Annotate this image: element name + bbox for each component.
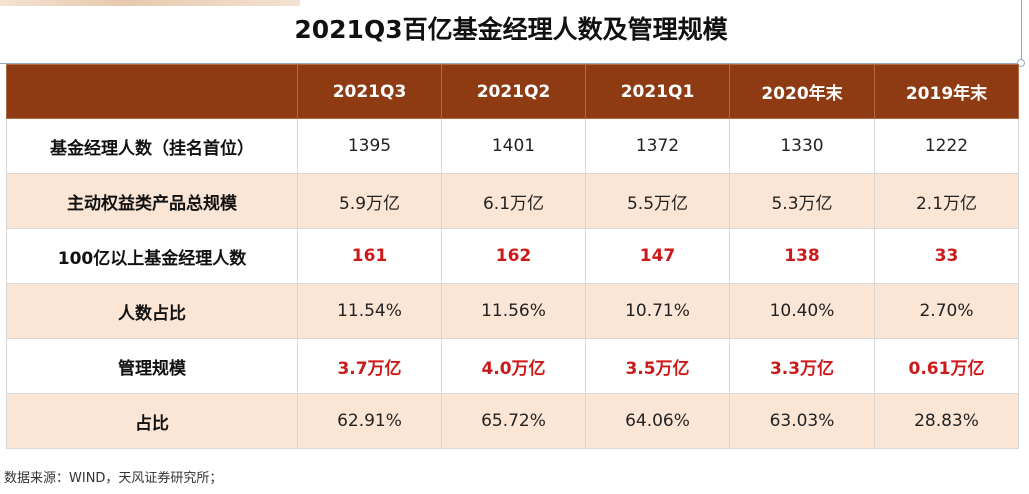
table-cell: 4.0万亿 (441, 338, 586, 394)
table-row: 100亿以上基金经理人数 161 162 147 138 33 (6, 228, 1019, 284)
table-cell: 63.03% (729, 393, 875, 449)
table-cell: 1401 (441, 118, 586, 174)
table-cell: 65.72% (441, 393, 586, 449)
table-cell: 2.1万亿 (874, 173, 1019, 229)
row-label: 管理规模 (6, 338, 298, 394)
table-cell: 64.06% (585, 393, 730, 449)
table-cell: 1395 (297, 118, 442, 174)
table-cell: 10.40% (729, 283, 875, 339)
row-label: 100亿以上基金经理人数 (6, 228, 298, 284)
table-row: 基金经理人数（挂名首位） 1395 1401 1372 1330 1222 (6, 118, 1019, 174)
table-cell: 11.54% (297, 283, 442, 339)
table-cell: 6.1万亿 (441, 173, 586, 229)
table-cell: 2.70% (874, 283, 1019, 339)
table-cell: 1222 (874, 118, 1019, 174)
table-body: 基金经理人数（挂名首位） 1395 1401 1372 1330 1222 主动权益类产品总… (6, 118, 1019, 449)
table-cell: 3.7万亿 (297, 338, 442, 394)
table-cell: 5.9万亿 (297, 173, 442, 229)
header-cell (6, 64, 298, 119)
table-cell: 33 (874, 228, 1019, 284)
source-note: 数据来源：WIND，天风证券研究所； (4, 471, 223, 486)
table-cell: 1372 (585, 118, 730, 174)
header-row: 2021Q3 2021Q2 2021Q1 2020年末 2019年末 (6, 64, 1019, 119)
row-label: 人数占比 (6, 283, 298, 339)
table-cell: 3.3万亿 (729, 338, 875, 394)
chart-title: 2021Q3百亿基金经理人数及管理规模 (294, 15, 728, 44)
frame-border-right (1021, 0, 1022, 64)
header-cell: 2019年末 (874, 64, 1019, 119)
data-table: 2021Q3 2021Q2 2021Q1 2020年末 2019年末 基金经理人… (6, 64, 1019, 449)
table-cell: 147 (585, 228, 730, 284)
header-cell: 2020年末 (729, 64, 875, 119)
table-cell: 62.91% (297, 393, 442, 449)
table-cell: 10.71% (585, 283, 730, 339)
table-cell: 5.3万亿 (729, 173, 875, 229)
frame-border-bottom (0, 63, 1022, 64)
table-cell: 1330 (729, 118, 875, 174)
header-cell: 2021Q1 (585, 64, 730, 119)
table-cell: 161 (297, 228, 442, 284)
top-decor-strip (0, 0, 300, 6)
resize-handle[interactable] (1017, 59, 1025, 67)
table-row: 占比 62.91% 65.72% 64.06% 63.03% 28.83% (6, 393, 1019, 449)
table-cell: 28.83% (874, 393, 1019, 449)
row-label: 主动权益类产品总规模 (6, 173, 298, 229)
row-label: 基金经理人数（挂名首位） (6, 118, 298, 174)
table-cell: 138 (729, 228, 875, 284)
table-cell: 3.5万亿 (585, 338, 730, 394)
table-cell: 162 (441, 228, 586, 284)
header-cell: 2021Q3 (297, 64, 442, 119)
table-row: 管理规模 3.7万亿 4.0万亿 3.5万亿 3.3万亿 0.61万亿 (6, 338, 1019, 394)
table-cell: 5.5万亿 (585, 173, 730, 229)
row-label: 占比 (6, 393, 298, 449)
table-cell: 11.56% (441, 283, 586, 339)
table-row: 人数占比 11.54% 11.56% 10.71% 10.40% 2.70% (6, 283, 1019, 339)
table-row: 主动权益类产品总规模 5.9万亿 6.1万亿 5.5万亿 5.3万亿 2.1万亿 (6, 173, 1019, 229)
header-cell: 2021Q2 (441, 64, 586, 119)
table-cell: 0.61万亿 (874, 338, 1019, 394)
